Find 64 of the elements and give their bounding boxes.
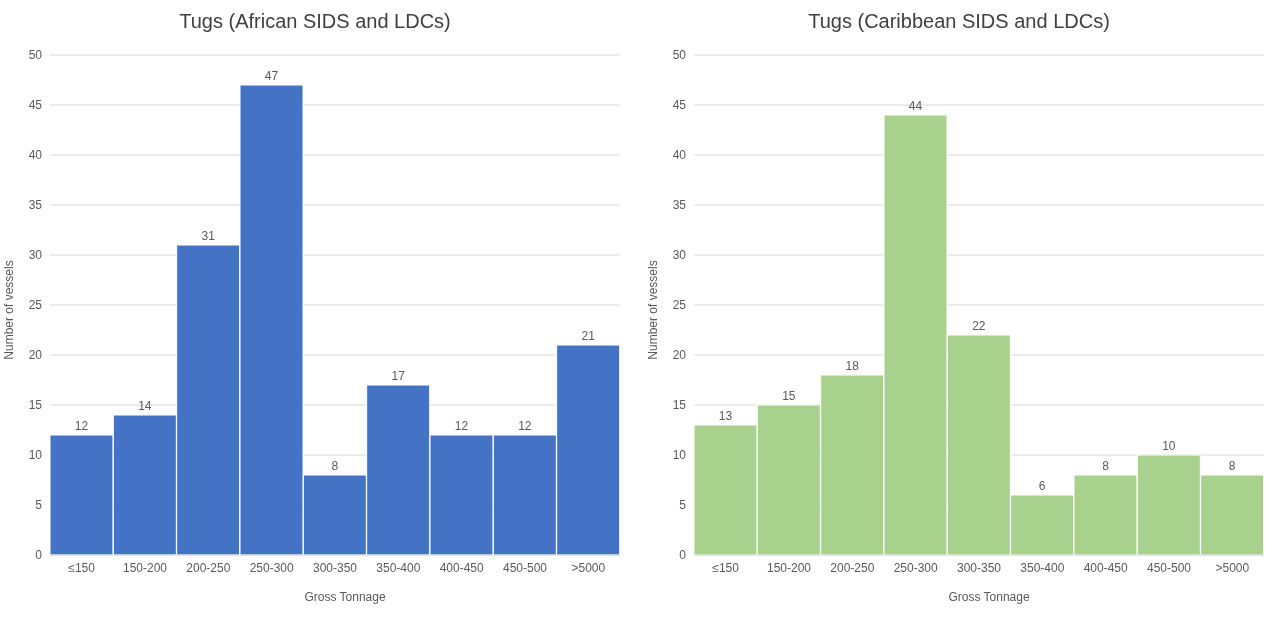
- y-tick-label: 15: [28, 398, 43, 413]
- x-tick-label: 400-450: [439, 560, 485, 575]
- y-tick-label: 50: [28, 48, 43, 63]
- chart-title: Tugs (African SIDS and LDCs): [178, 10, 452, 33]
- y-tick-label: 0: [35, 548, 43, 563]
- x-tick-label: 350-400: [376, 560, 421, 575]
- data-label: 12: [74, 419, 89, 433]
- data-label: 18: [845, 359, 860, 373]
- data-label: 8: [1228, 459, 1236, 473]
- x-tick-label: 250-300: [249, 560, 295, 575]
- y-tick-label: 15: [672, 398, 687, 413]
- x-tick-label: 300-350: [956, 560, 1002, 575]
- data-label: 10: [1162, 439, 1176, 453]
- y-tick-label: 10: [672, 448, 687, 463]
- x-tick-label: 450-500: [1146, 560, 1192, 575]
- data-label: 47: [264, 69, 279, 83]
- y-tick-label: 45: [28, 98, 43, 113]
- x-axis-title: Gross Tonnage: [947, 590, 1031, 604]
- y-axis-title: Number of vessels: [646, 260, 660, 360]
- data-label: 14: [138, 399, 152, 413]
- data-label: 15: [782, 389, 796, 403]
- data-label: 12: [454, 419, 469, 433]
- data-label: 6: [1038, 479, 1046, 493]
- x-tick-label: 300-350: [312, 560, 358, 575]
- x-tick-label: 200-250: [830, 560, 875, 575]
- data-label: 12: [518, 419, 532, 433]
- y-tick-label: 20: [28, 348, 43, 363]
- y-tick-label: 25: [672, 298, 687, 313]
- y-axis-title: Number of vessels: [2, 260, 16, 360]
- x-tick-label: 150-200: [122, 560, 168, 575]
- data-label: 31: [201, 229, 216, 243]
- y-tick-label: 50: [672, 48, 687, 63]
- y-tick-label: 40: [28, 148, 43, 163]
- data-label: 21: [581, 329, 596, 343]
- y-tick-label: 35: [28, 198, 43, 213]
- y-tick-label: 30: [672, 248, 687, 263]
- x-tick-label: 200-250: [186, 560, 231, 575]
- data-label: 8: [331, 459, 339, 473]
- x-tick-label: >5000: [1215, 560, 1250, 575]
- chart-title: Tugs (Caribbean SIDS and LDCs): [807, 10, 1111, 33]
- x-tick-label: ≤150: [68, 560, 96, 575]
- data-label: 8: [1102, 459, 1110, 473]
- y-tick-label: 25: [28, 298, 43, 313]
- data-label: 22: [972, 319, 986, 333]
- y-tick-label: 40: [672, 148, 687, 163]
- y-tick-label: 20: [672, 348, 687, 363]
- x-tick-label: 250-300: [893, 560, 939, 575]
- x-axis-title: Gross Tonnage: [303, 590, 387, 604]
- y-tick-label: 0: [679, 548, 687, 563]
- x-tick-label: ≤150: [712, 560, 740, 575]
- y-tick-label: 35: [672, 198, 687, 213]
- x-tick-label: 400-450: [1083, 560, 1129, 575]
- y-tick-label: 10: [28, 448, 43, 463]
- y-tick-label: 5: [679, 498, 687, 513]
- x-tick-label: 350-400: [1020, 560, 1065, 575]
- data-label: 17: [391, 369, 406, 383]
- y-tick-label: 45: [672, 98, 687, 113]
- data-label: 44: [908, 99, 923, 113]
- y-tick-label: 30: [28, 248, 43, 263]
- data-label: 13: [718, 409, 733, 423]
- y-tick-label: 5: [35, 498, 43, 513]
- x-tick-label: 450-500: [502, 560, 548, 575]
- x-tick-label: 150-200: [766, 560, 812, 575]
- x-tick-label: >5000: [571, 560, 606, 575]
